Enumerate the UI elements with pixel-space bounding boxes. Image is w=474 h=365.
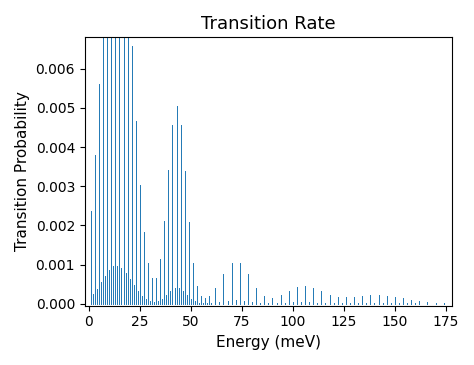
Title: Transition Rate: Transition Rate xyxy=(201,15,336,33)
X-axis label: Energy (meV): Energy (meV) xyxy=(216,335,321,350)
Y-axis label: Transition Probability: Transition Probability xyxy=(15,92,30,251)
